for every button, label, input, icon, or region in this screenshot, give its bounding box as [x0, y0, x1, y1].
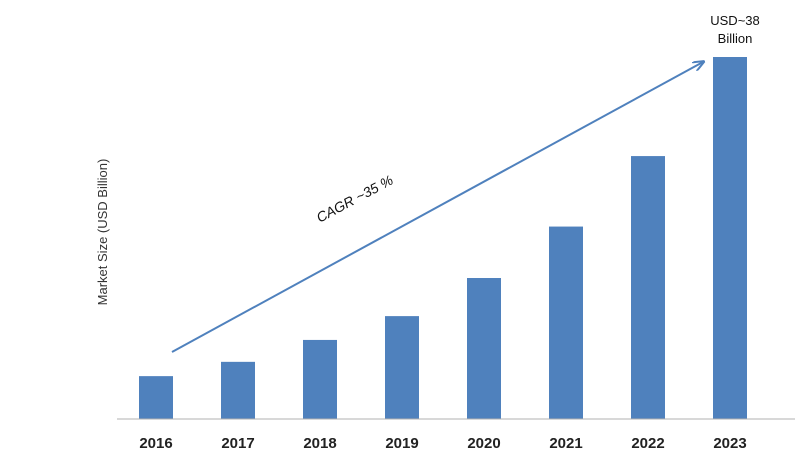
x-tick-label-2022: 2022: [631, 435, 664, 452]
x-tick-labels: 2016 2017 2018 2019 2020 2021 2022 2023: [139, 435, 746, 452]
y-axis-label: Market Size (USD Billion): [95, 159, 110, 306]
cagr-label: CAGR ~35 %: [314, 172, 396, 226]
bar-2022: [631, 156, 665, 420]
x-tick-label-2019: 2019: [385, 435, 418, 452]
bar-2017: [221, 361, 255, 419]
x-tick-label-2018: 2018: [303, 435, 336, 452]
bar-2016: [139, 376, 173, 419]
cagr-arrow: [171, 62, 703, 353]
x-tick-label-2016: 2016: [139, 435, 172, 452]
end-value-label-line1: USD~38: [710, 13, 760, 28]
bar-2018: [303, 339, 337, 419]
bar-2019: [385, 316, 419, 419]
x-tick-label-2020: 2020: [467, 435, 500, 452]
x-tick-label-2023: 2023: [713, 435, 746, 452]
bar-series: [139, 57, 747, 420]
bar-2023: [713, 57, 747, 419]
bar-2021: [549, 226, 583, 419]
x-tick-label-2017: 2017: [221, 435, 254, 452]
end-value-label-line2: Billion: [718, 31, 753, 46]
x-tick-label-2021: 2021: [549, 435, 582, 452]
bar-2020: [467, 278, 501, 419]
